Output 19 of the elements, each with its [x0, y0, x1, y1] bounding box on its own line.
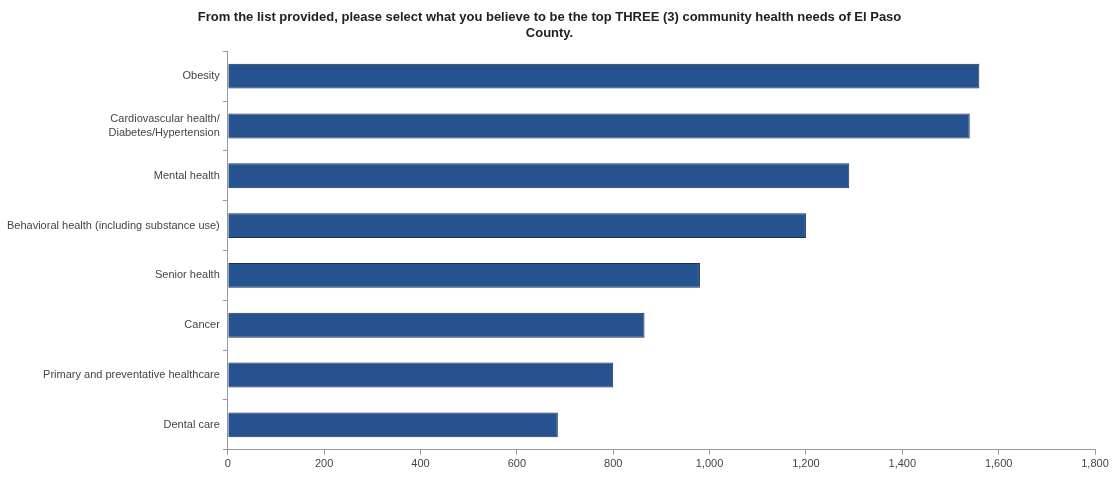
y-tick-label: Dental care: [163, 417, 220, 430]
x-tick-label: 1,400: [888, 457, 917, 470]
x-tick-label: 1,800: [1081, 457, 1109, 470]
x-tick-label: 1,200: [792, 457, 820, 470]
y-tick-label: Obesity: [182, 69, 221, 82]
y-tick-label: Primary and preventative healthcare: [43, 368, 220, 381]
y-tick-label: Mental health: [153, 168, 220, 181]
x-tick-label: 0: [224, 457, 231, 470]
y-tick-label: Behavioral health (including substance use): [6, 218, 220, 231]
chart-title: From the list provided, please select what you believe to be the top THREE (3) community health needs of El Paso County.: [197, 9, 902, 40]
x-tick-label: 1,000: [695, 457, 724, 470]
x-tick-label: 1,600: [984, 457, 1013, 470]
y-tick-label: Cardiovascular health/ Diabetes/Hypertension: [108, 112, 221, 138]
x-tick-label: 400: [411, 457, 430, 470]
y-tick-label: Senior health: [154, 268, 220, 281]
y-tick-label: Cancer: [184, 318, 221, 331]
x-tick-label: 600: [507, 457, 527, 470]
x-tick-label: 800: [604, 457, 623, 470]
x-tick-label: 200: [314, 457, 334, 470]
